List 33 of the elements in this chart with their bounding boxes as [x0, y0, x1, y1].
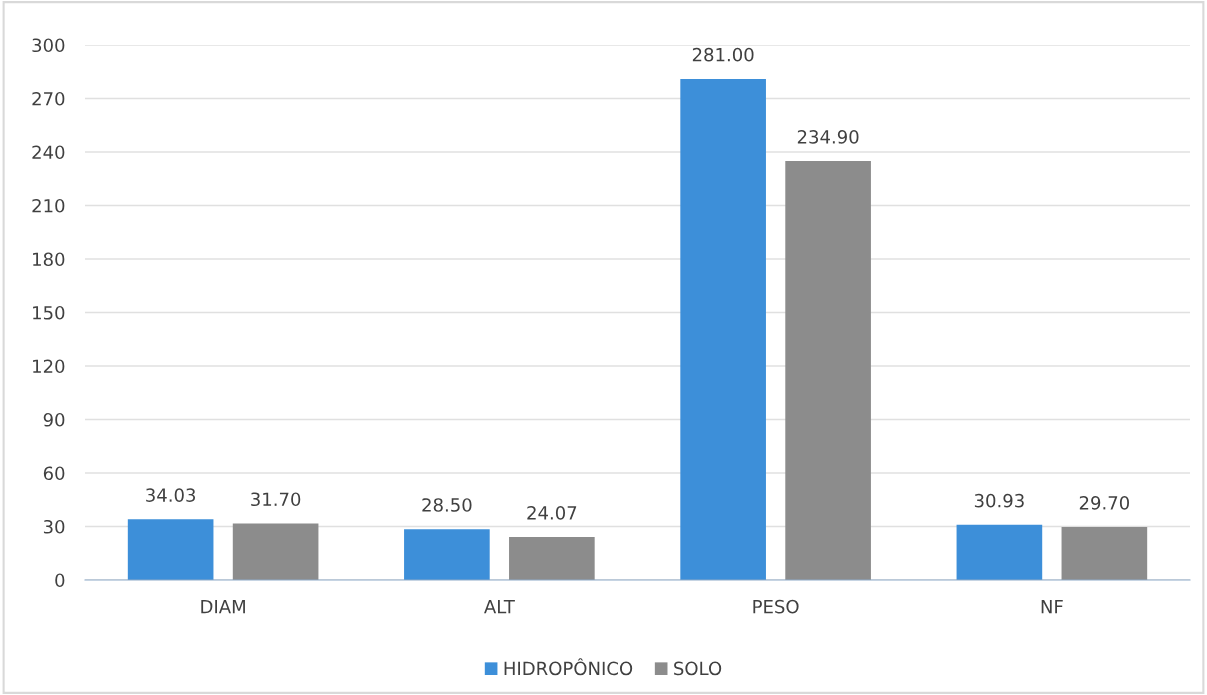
legend-label: SOLO	[674, 661, 722, 676]
x-tick-label: ALT	[484, 600, 515, 614]
x-tick-label: NF	[1041, 600, 1063, 614]
bar	[1061, 527, 1148, 580]
y-tick-label: 150	[33, 305, 65, 320]
bar	[956, 524, 1043, 580]
y-tick-label: 180	[33, 252, 65, 267]
y-tick-label: 210	[32, 198, 65, 213]
y-tick-label: 240	[32, 145, 65, 160]
bar	[127, 519, 214, 580]
data-label: 234.90	[797, 130, 859, 144]
y-tick-label: 270	[32, 91, 65, 106]
y-tick-label: 120	[33, 359, 65, 374]
x-tick-label: PESO	[753, 599, 799, 614]
data-label: 34.03	[146, 488, 196, 502]
bar	[404, 529, 490, 580]
data-label: 28.50	[422, 498, 472, 512]
bar	[509, 537, 595, 580]
data-label: 29.70	[1079, 495, 1130, 510]
data-label: 24.07	[527, 506, 577, 520]
y-tick-label: 0	[55, 573, 65, 588]
data-label: 30.93	[974, 493, 1024, 508]
bar	[680, 78, 766, 580]
data-label: 31.70	[251, 492, 301, 507]
bar	[785, 161, 871, 580]
y-tick-label: 90	[43, 412, 65, 427]
y-tick-label: 30	[43, 519, 65, 534]
legend-label: HIDROPÔNICO	[504, 658, 633, 676]
y-tick-label: 60	[43, 466, 65, 481]
data-label: 281.00	[692, 47, 754, 62]
y-tick-label: 300	[32, 38, 65, 53]
x-tick-label: DIAM	[201, 600, 245, 614]
bar	[232, 523, 319, 580]
